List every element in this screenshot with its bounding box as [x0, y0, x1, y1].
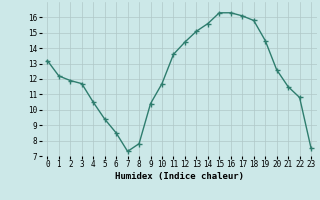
X-axis label: Humidex (Indice chaleur): Humidex (Indice chaleur) [115, 172, 244, 181]
